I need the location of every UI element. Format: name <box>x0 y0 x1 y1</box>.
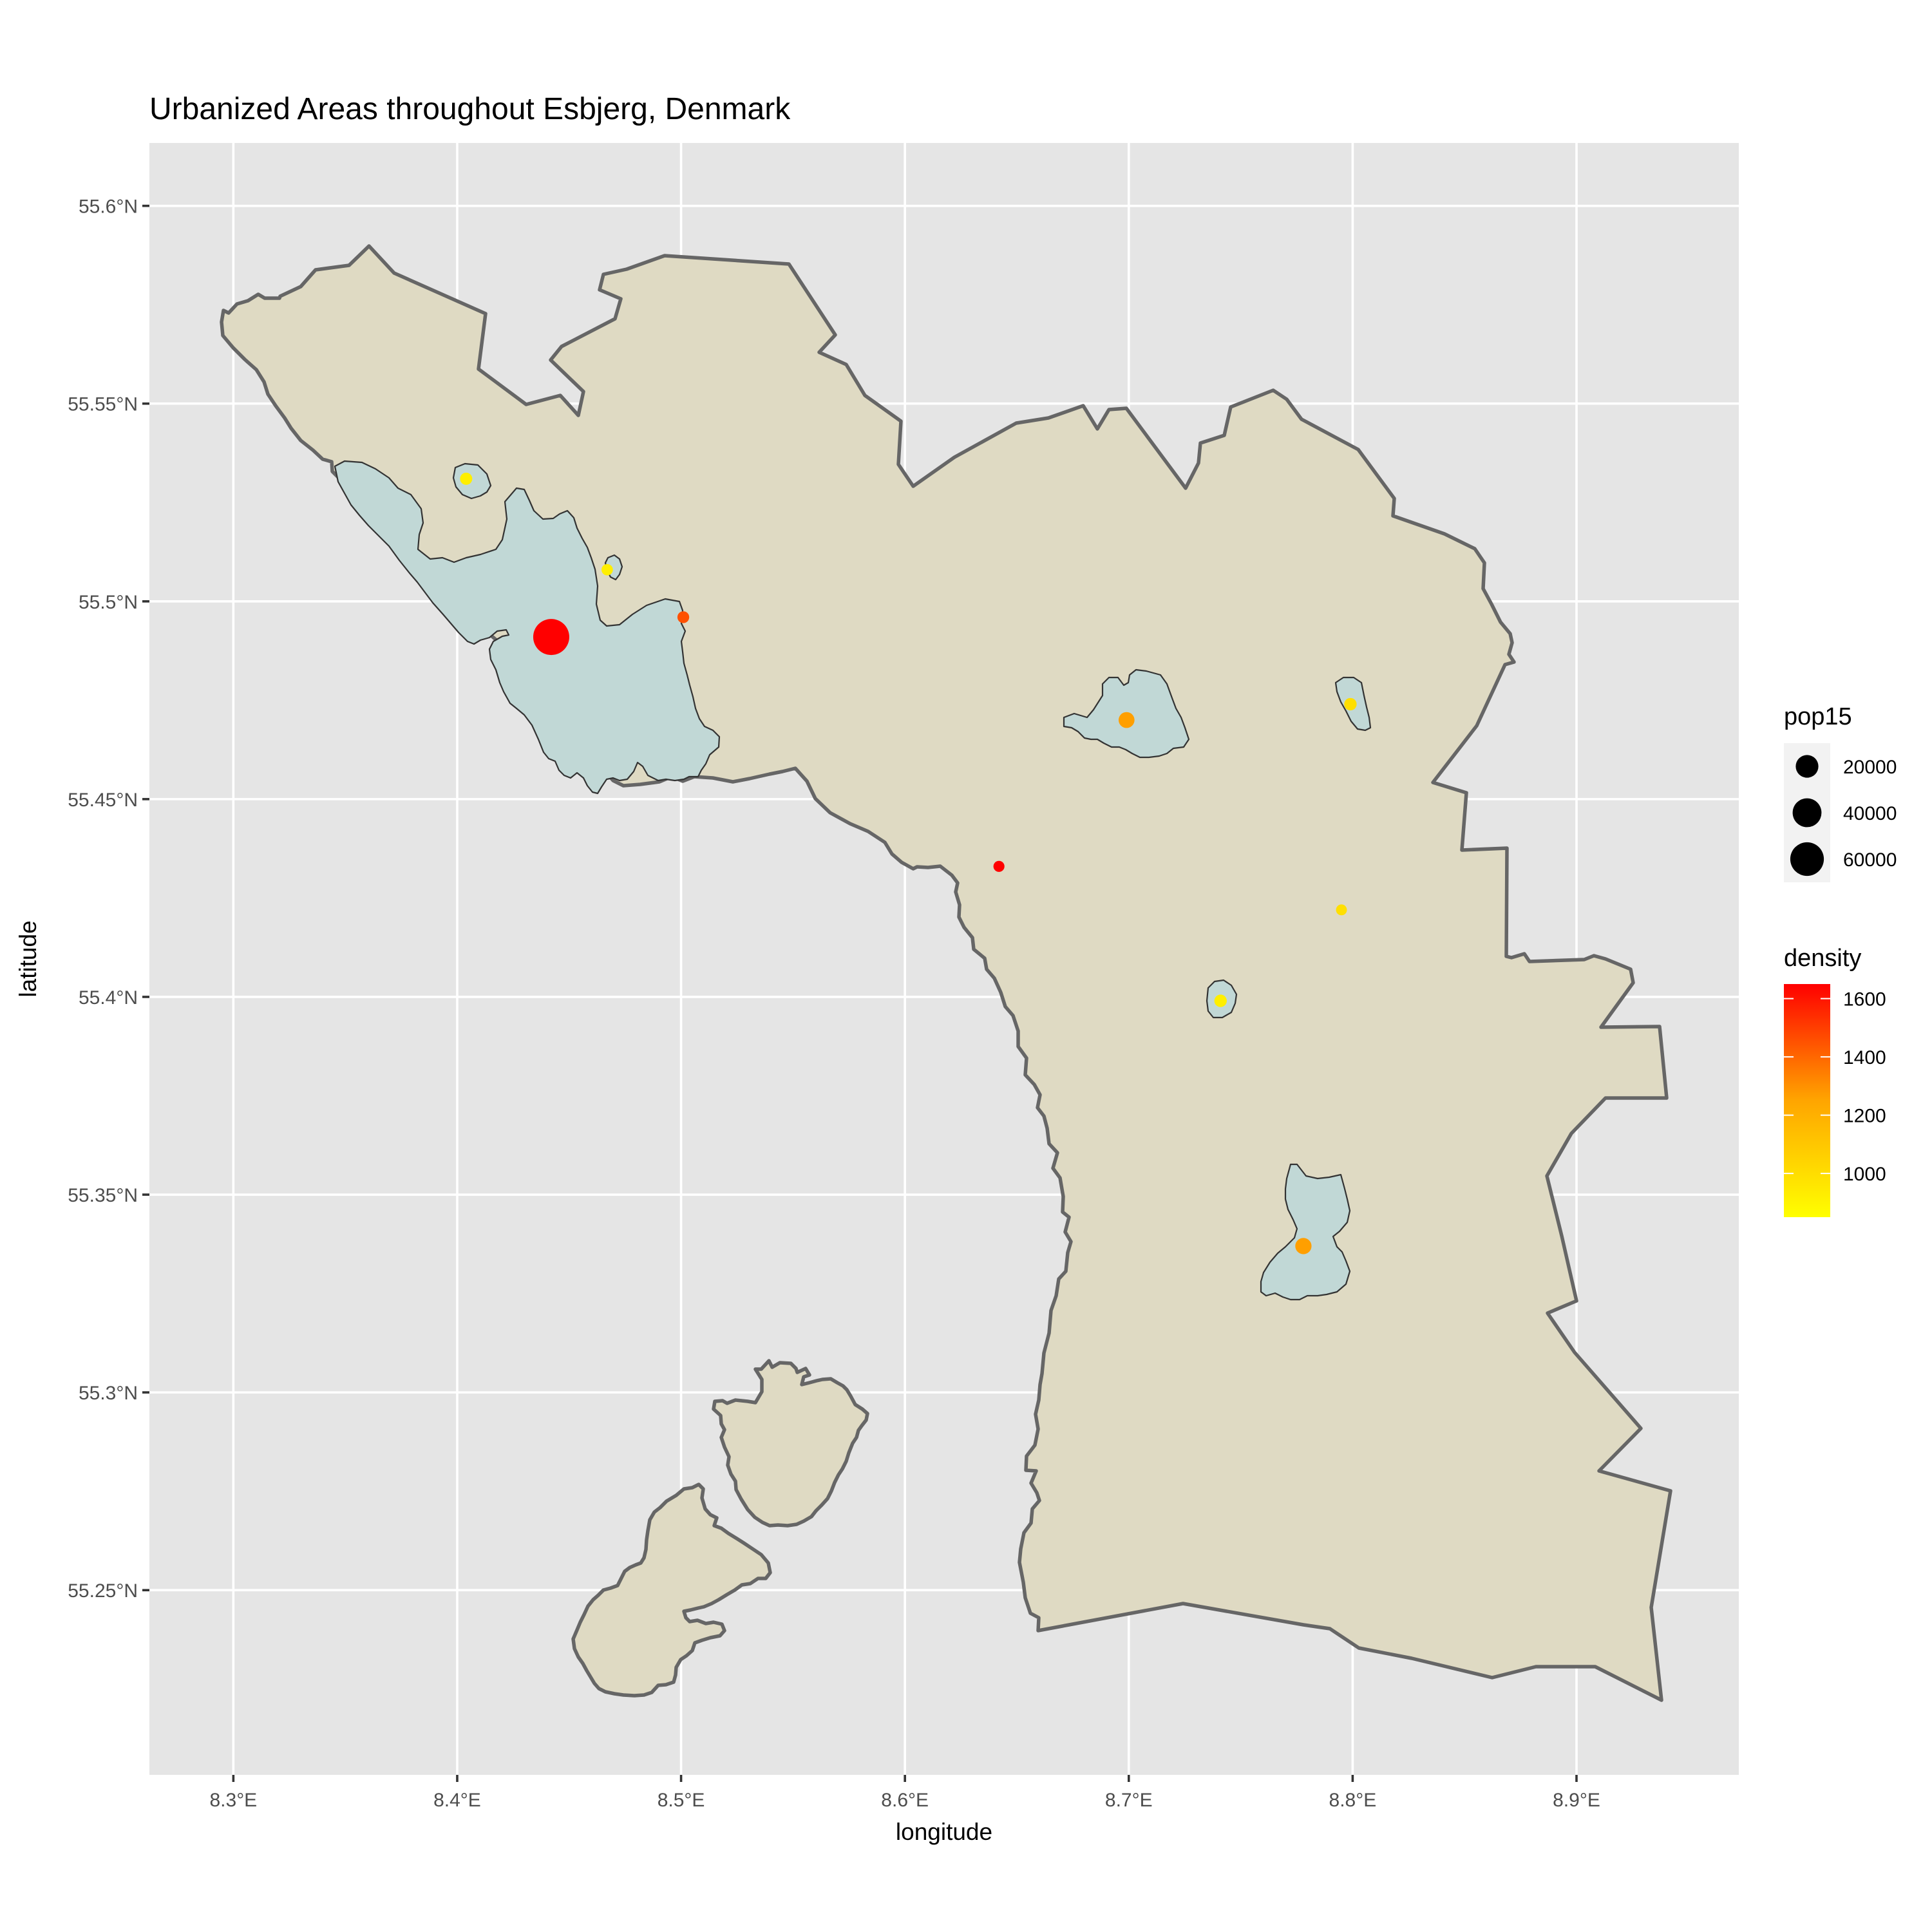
x-tick-label: 8.9°E <box>1553 1790 1600 1811</box>
x-tick-label: 8.8°E <box>1329 1790 1377 1811</box>
legend-size: pop15 20000 40000 60000 <box>1784 703 1897 882</box>
legend-size-circle <box>1792 798 1822 828</box>
legend-size-circle <box>1795 755 1819 778</box>
legend-color-label: 1400 <box>1843 1047 1886 1068</box>
urban-area-south <box>1260 1163 1351 1301</box>
y-tick-label: 55.4°N <box>79 987 138 1009</box>
x-axis-title: longitude <box>896 1819 992 1845</box>
legend-color-label: 1000 <box>1843 1164 1886 1185</box>
legend-color: density 1600 1400 1200 1000 <box>1784 945 1886 1217</box>
urban-point <box>1336 904 1347 916</box>
legend-size-label: 60000 <box>1843 849 1897 871</box>
urban-point <box>601 564 613 576</box>
x-tick-label: 8.6°E <box>881 1790 929 1811</box>
y-tick-label: 55.25°N <box>68 1580 138 1602</box>
fano-island-north <box>712 1359 869 1528</box>
urban-point <box>677 611 690 623</box>
y-tick-label: 55.35°N <box>68 1185 138 1206</box>
urban-point <box>1214 994 1227 1007</box>
y-axis-title: latitude <box>15 920 41 997</box>
legend-color-label: 1600 <box>1843 989 1886 1010</box>
urban-point <box>460 472 473 485</box>
urban-areas <box>334 460 1372 1301</box>
urban-area-esbjerg <box>334 460 721 795</box>
legend-size-items: 20000 40000 60000 <box>1790 755 1897 876</box>
y-tick-label: 55.45°N <box>68 790 138 811</box>
x-tick-label: 8.4°E <box>433 1790 481 1811</box>
urban-point <box>1118 712 1135 728</box>
y-tick-label: 55.55°N <box>68 394 138 415</box>
legend-color-label: 1200 <box>1843 1106 1886 1127</box>
x-tick-label: 8.3°E <box>209 1790 257 1811</box>
legend-size-title: pop15 <box>1784 703 1852 730</box>
plot-title: Urbanized Areas throughout Esbjerg, Denm… <box>149 92 791 126</box>
legend-color-ticks: 1600 1400 1200 1000 <box>1784 989 1886 1185</box>
legend-size-label: 40000 <box>1843 803 1897 824</box>
legend-color-bar <box>1784 984 1830 1217</box>
y-tick-label: 55.5°N <box>79 592 138 613</box>
urban-point <box>993 860 1005 872</box>
legend-size-label: 20000 <box>1843 757 1897 778</box>
urban-points <box>460 472 1357 1255</box>
legend-size-circle <box>1790 842 1824 876</box>
urban-area-north-islet <box>452 462 492 500</box>
y-tick-label: 55.3°N <box>79 1383 138 1404</box>
x-tick-label: 8.7°E <box>1105 1790 1153 1811</box>
urban-point <box>1295 1238 1312 1255</box>
urban-point <box>1344 697 1357 711</box>
y-tick-label: 55.6°N <box>79 196 138 218</box>
axes: 8.3°E 8.4°E 8.5°E 8.6°E 8.7°E 8.8°E 8.9°E 55.25… <box>68 196 1600 1811</box>
urban-point <box>533 619 569 656</box>
fano-island-south <box>571 1482 772 1698</box>
legend-color-title: density <box>1784 945 1861 972</box>
x-tick-label: 8.5°E <box>658 1790 705 1811</box>
